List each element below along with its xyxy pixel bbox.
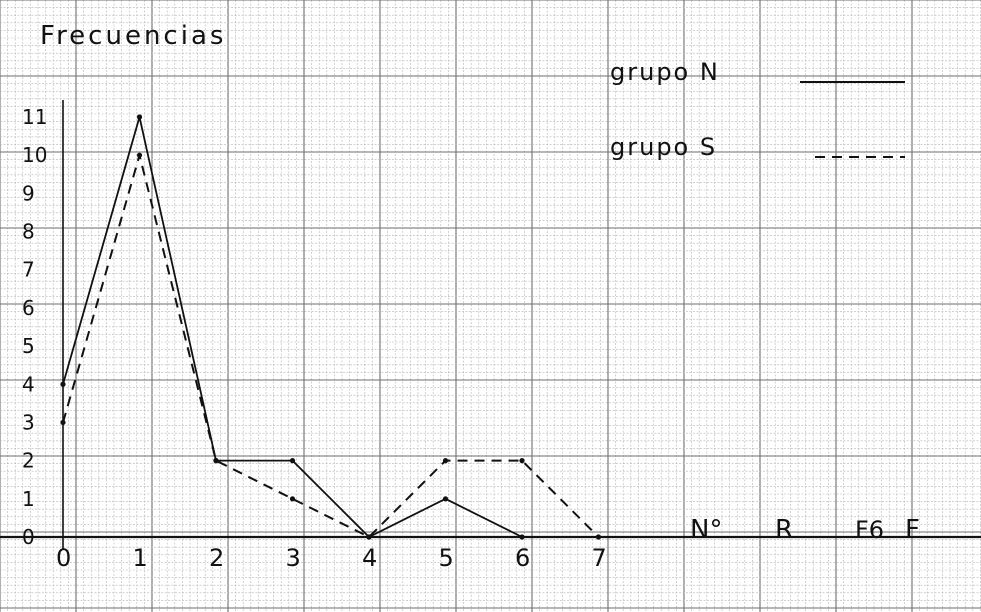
data-point-grupo-s	[213, 458, 219, 464]
legend: grupo N grupo S	[610, 58, 905, 161]
data-point-grupo-n	[136, 114, 143, 120]
data-point-grupo-s	[136, 152, 143, 158]
y-tick-label: 6	[22, 296, 35, 320]
bottom-labels: N° R F6 F	[690, 515, 920, 545]
x-tick-label: 7	[592, 544, 607, 572]
x-tick-labels: 0 1 2 3 4 5 6 7	[56, 544, 607, 572]
y-tick-label: 9	[22, 181, 35, 205]
axes	[0, 100, 981, 550]
data-point-grupo-n	[60, 381, 66, 387]
x-tick-label: 4	[362, 544, 377, 572]
bottom-label-n: N°	[690, 515, 722, 545]
legend-entry-grupo-s: grupo S	[610, 133, 905, 161]
y-tick-label: 1	[22, 487, 35, 511]
y-tick-label: 11	[22, 105, 47, 129]
bottom-label-f6: F6	[855, 516, 884, 544]
data-point-grupo-s	[289, 496, 296, 502]
y-tick-labels: 0 1 2 3 4 5 6 7 8 9 10 11	[22, 105, 47, 549]
y-tick-label: 0	[22, 525, 35, 549]
x-tick-label: 1	[133, 544, 148, 572]
chart-title: Frecuencias	[40, 21, 226, 51]
y-tick-label: 8	[22, 220, 35, 244]
legend-label-grupo-s: grupo S	[610, 133, 717, 161]
y-tick-label: 5	[22, 334, 35, 358]
x-tick-label: 2	[209, 544, 224, 572]
data-point-grupo-s	[595, 534, 602, 540]
y-tick-label: 3	[22, 410, 35, 434]
x-tick-label: 5	[439, 544, 454, 572]
data-point-grupo-n	[442, 496, 449, 502]
x-tick-label: 6	[515, 544, 530, 572]
data-point-grupo-n	[289, 458, 296, 464]
x-tick-label: 3	[286, 544, 301, 572]
series-lines	[60, 114, 602, 540]
y-tick-label: 7	[22, 258, 35, 282]
data-point-grupo-s	[60, 419, 66, 426]
bottom-label-r: R	[775, 515, 793, 545]
series-line-grupo-s	[62, 154, 600, 538]
legend-label-grupo-n: grupo N	[610, 58, 720, 86]
legend-entry-grupo-n: grupo N	[610, 58, 905, 86]
y-tick-label: 4	[22, 372, 35, 396]
data-point-grupo-n	[519, 534, 525, 540]
data-point-grupo-s	[519, 458, 525, 464]
data-point-grupo-s	[442, 458, 449, 464]
data-point-grupo-s	[366, 534, 372, 540]
x-tick-label: 0	[56, 544, 71, 572]
y-tick-label: 2	[22, 449, 35, 473]
y-tick-label: 10	[22, 143, 47, 167]
bottom-label-f: F	[905, 515, 920, 545]
